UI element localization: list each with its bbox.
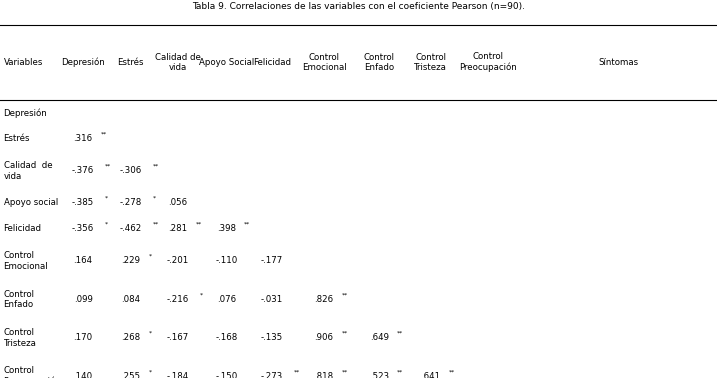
Text: .076: .076: [217, 295, 236, 304]
Text: **: **: [294, 369, 300, 375]
Text: .099: .099: [74, 295, 92, 304]
Text: -.462: -.462: [120, 224, 142, 233]
Text: *: *: [153, 196, 156, 201]
Text: -.376: -.376: [72, 166, 95, 175]
Text: **: **: [105, 164, 111, 169]
Text: **: **: [244, 222, 250, 227]
Text: Estrés: Estrés: [118, 58, 144, 67]
Text: *: *: [149, 331, 152, 336]
Text: -.031: -.031: [260, 295, 283, 304]
Text: -.356: -.356: [72, 224, 95, 233]
Text: **: **: [153, 164, 159, 169]
Text: Control
Tristeza: Control Tristeza: [414, 53, 447, 72]
Text: *: *: [105, 222, 108, 227]
Text: Control
Preocupación: Control Preocupación: [4, 367, 62, 378]
Text: *: *: [149, 369, 152, 375]
Text: .281: .281: [168, 224, 187, 233]
Text: Control
Tristeza: Control Tristeza: [4, 328, 37, 348]
Text: Control
Emocional: Control Emocional: [4, 251, 48, 271]
Text: -.167: -.167: [166, 333, 189, 342]
Text: Estrés: Estrés: [4, 134, 30, 143]
Text: .056: .056: [168, 198, 187, 208]
Text: Control
Enfado: Control Enfado: [364, 53, 395, 72]
Text: -.216: -.216: [166, 295, 189, 304]
Text: .826: .826: [315, 295, 333, 304]
Text: .084: .084: [121, 295, 141, 304]
Text: Control
Enfado: Control Enfado: [4, 290, 34, 309]
Text: Apoyo social: Apoyo social: [4, 198, 58, 208]
Text: -.177: -.177: [260, 256, 283, 265]
Text: .641: .641: [422, 372, 440, 378]
Text: **: **: [342, 369, 348, 375]
Text: .268: .268: [121, 333, 141, 342]
Text: -.150: -.150: [215, 372, 237, 378]
Text: **: **: [153, 222, 159, 227]
Text: .649: .649: [370, 333, 389, 342]
Text: *: *: [105, 196, 108, 201]
Text: **: **: [449, 369, 455, 375]
Text: **: **: [342, 331, 348, 336]
Text: Depresión: Depresión: [61, 57, 105, 67]
Text: .818: .818: [315, 372, 333, 378]
Text: Síntomas: Síntomas: [598, 58, 638, 67]
Text: Calidad  de
vida: Calidad de vida: [4, 161, 52, 181]
Text: -.385: -.385: [72, 198, 95, 208]
Text: .229: .229: [121, 256, 141, 265]
Text: **: **: [342, 292, 348, 297]
Text: Felicidad: Felicidad: [4, 224, 42, 233]
Text: Control
Preocupación: Control Preocupación: [460, 53, 517, 72]
Text: Apoyo Social: Apoyo Social: [199, 58, 254, 67]
Text: **: **: [397, 331, 404, 336]
Text: -.306: -.306: [120, 166, 142, 175]
Text: -.135: -.135: [260, 333, 283, 342]
Text: Calidad de
vida: Calidad de vida: [155, 53, 201, 72]
Text: .398: .398: [217, 224, 236, 233]
Text: .164: .164: [74, 256, 92, 265]
Text: -.201: -.201: [166, 256, 189, 265]
Text: *: *: [149, 254, 152, 259]
Text: Variables: Variables: [4, 58, 43, 67]
Text: .316: .316: [74, 134, 92, 143]
Text: Depresión: Depresión: [4, 108, 47, 118]
Text: Felicidad: Felicidad: [253, 58, 290, 67]
Text: Tabla 9. Correlaciones de las variables con el coeficiente Pearson (n=90).: Tabla 9. Correlaciones de las variables …: [192, 2, 525, 11]
Text: **: **: [397, 369, 404, 375]
Text: *: *: [199, 292, 203, 297]
Text: .255: .255: [121, 372, 141, 378]
Text: Control
Emocional: Control Emocional: [302, 53, 346, 72]
Text: .140: .140: [74, 372, 92, 378]
Text: -.278: -.278: [120, 198, 142, 208]
Text: .906: .906: [315, 333, 333, 342]
Text: -.110: -.110: [215, 256, 237, 265]
Text: -.184: -.184: [166, 372, 189, 378]
Text: .170: .170: [74, 333, 92, 342]
Text: -.168: -.168: [215, 333, 237, 342]
Text: **: **: [196, 222, 202, 227]
Text: **: **: [101, 132, 108, 137]
Text: -.273: -.273: [260, 372, 283, 378]
Text: .523: .523: [370, 372, 389, 378]
